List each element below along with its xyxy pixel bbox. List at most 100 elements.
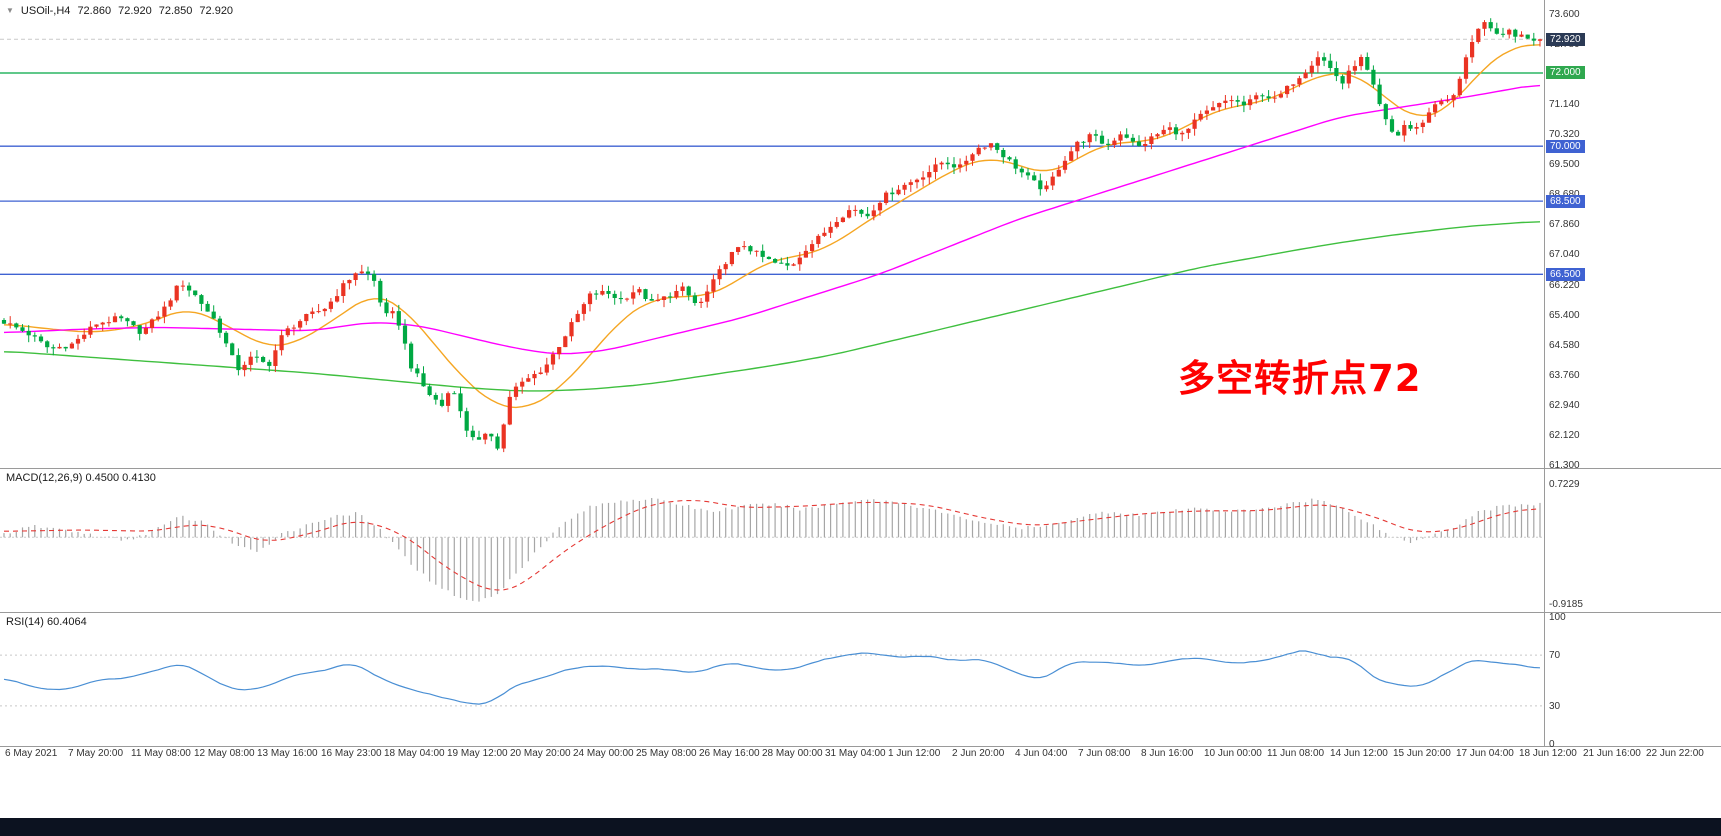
- ohlc-close: 72.920: [199, 5, 234, 17]
- candle-body: [1494, 28, 1499, 34]
- candle-body: [143, 328, 148, 334]
- macd-indicator-chart[interactable]: [0, 468, 1721, 612]
- candle-body: [1248, 99, 1253, 106]
- candle-body: [637, 289, 642, 293]
- candle-body: [1167, 127, 1172, 130]
- price-tick: 62.940: [1549, 400, 1580, 411]
- rsi-label: RSI(14) 60.4064: [6, 616, 87, 628]
- annotation-text[interactable]: 多空转折点72: [1178, 357, 1422, 400]
- time-label: 20 May 20:00: [510, 748, 571, 759]
- price-axis[interactable]: 73.60072.78071.14070.32069.50068.68067.8…: [1545, 0, 1721, 746]
- candle-body: [1062, 160, 1068, 170]
- candle-body: [1241, 101, 1246, 106]
- candle-body: [723, 264, 728, 270]
- candle-body: [507, 396, 512, 425]
- candle-body: [921, 177, 926, 180]
- candle-body: [353, 273, 358, 280]
- candle-body: [1408, 125, 1413, 129]
- price-tick: 63.760: [1549, 370, 1580, 381]
- candle-body: [939, 162, 944, 165]
- candle-body: [439, 399, 445, 406]
- candle-body: [624, 298, 630, 300]
- candle-body: [1309, 65, 1314, 73]
- candle-body: [1365, 57, 1370, 70]
- candle-body: [1075, 141, 1080, 152]
- candle-body: [581, 304, 586, 314]
- candle-body: [458, 393, 463, 412]
- candle-body: [483, 433, 488, 440]
- candle-body: [180, 285, 185, 287]
- candle-body: [1124, 134, 1129, 138]
- candle-body: [1, 320, 7, 324]
- time-label: 13 May 16:00: [257, 748, 318, 759]
- candle-body: [834, 222, 839, 227]
- candle-body: [14, 323, 19, 328]
- time-label: 7 May 20:00: [68, 748, 124, 759]
- candle-body: [1007, 157, 1012, 160]
- candle-body: [1050, 176, 1055, 186]
- current-price-badge: 72.920: [1546, 33, 1585, 46]
- level-price-label: 66.500: [1546, 268, 1585, 281]
- candle-body: [754, 250, 759, 252]
- time-label: 19 May 12:00: [447, 748, 508, 759]
- candle-body: [304, 314, 309, 322]
- candle-body: [914, 179, 920, 183]
- candle-body: [699, 301, 704, 303]
- candle-body: [137, 325, 142, 334]
- candle-body: [1315, 57, 1320, 66]
- time-label: 31 May 04:00: [825, 748, 886, 759]
- candle-body: [409, 343, 414, 369]
- candle-body: [310, 311, 315, 314]
- candle-body: [1389, 119, 1395, 132]
- main-price-chart[interactable]: [0, 0, 1721, 468]
- candle-body: [1130, 137, 1135, 142]
- candle-body: [193, 290, 198, 296]
- candle-body: [1266, 96, 1271, 99]
- candle-body: [38, 336, 44, 342]
- time-axis[interactable]: 6 May 2021 7 May 20:00 11 May 08:00 12 May …: [0, 748, 1721, 770]
- candle-body: [643, 289, 648, 299]
- candle-body: [75, 338, 81, 344]
- candle-body: [45, 341, 50, 348]
- candle-body: [594, 293, 599, 295]
- candle-body: [1414, 127, 1419, 129]
- candle-body: [649, 299, 654, 301]
- time-label: 22 Jun 22:00: [1646, 748, 1704, 759]
- panel-separator[interactable]: [0, 612, 1721, 613]
- candle-body: [1069, 151, 1074, 161]
- candle-body: [1019, 168, 1024, 173]
- panel-separator[interactable]: [0, 468, 1721, 469]
- time-label: 26 May 16:00: [699, 748, 760, 759]
- price-tick: 65.400: [1549, 310, 1580, 321]
- candle-body: [853, 209, 858, 211]
- candle-body: [563, 336, 568, 348]
- candle-body: [119, 316, 124, 319]
- candle-body: [433, 395, 438, 400]
- candle-body: [797, 257, 802, 265]
- candle-body: [1371, 69, 1376, 85]
- time-label: 12 May 08:00: [194, 748, 255, 759]
- expander-icon[interactable]: ▼: [6, 6, 14, 15]
- candle-body: [298, 321, 303, 328]
- candle-body: [1278, 94, 1283, 98]
- time-label: 11 May 08:00: [131, 748, 191, 759]
- candle-body: [156, 316, 161, 320]
- candle-body: [1136, 141, 1142, 146]
- time-label: 10 Jun 00:00: [1204, 748, 1262, 759]
- candle-body: [378, 280, 383, 303]
- rsi-indicator-chart[interactable]: [0, 612, 1721, 746]
- candle-body: [958, 164, 963, 168]
- candle-body: [316, 311, 321, 313]
- candle-body: [489, 433, 494, 437]
- candle-body: [945, 162, 950, 165]
- candle-body: [211, 311, 216, 319]
- rsi-tick: 100: [1549, 612, 1566, 623]
- candle-body: [1500, 33, 1506, 35]
- candle-body: [57, 346, 62, 349]
- candle-body: [1001, 150, 1006, 158]
- candle-body: [705, 291, 710, 302]
- candle-body: [995, 143, 1000, 150]
- candle-body: [1519, 34, 1524, 37]
- candle-body: [1186, 128, 1191, 133]
